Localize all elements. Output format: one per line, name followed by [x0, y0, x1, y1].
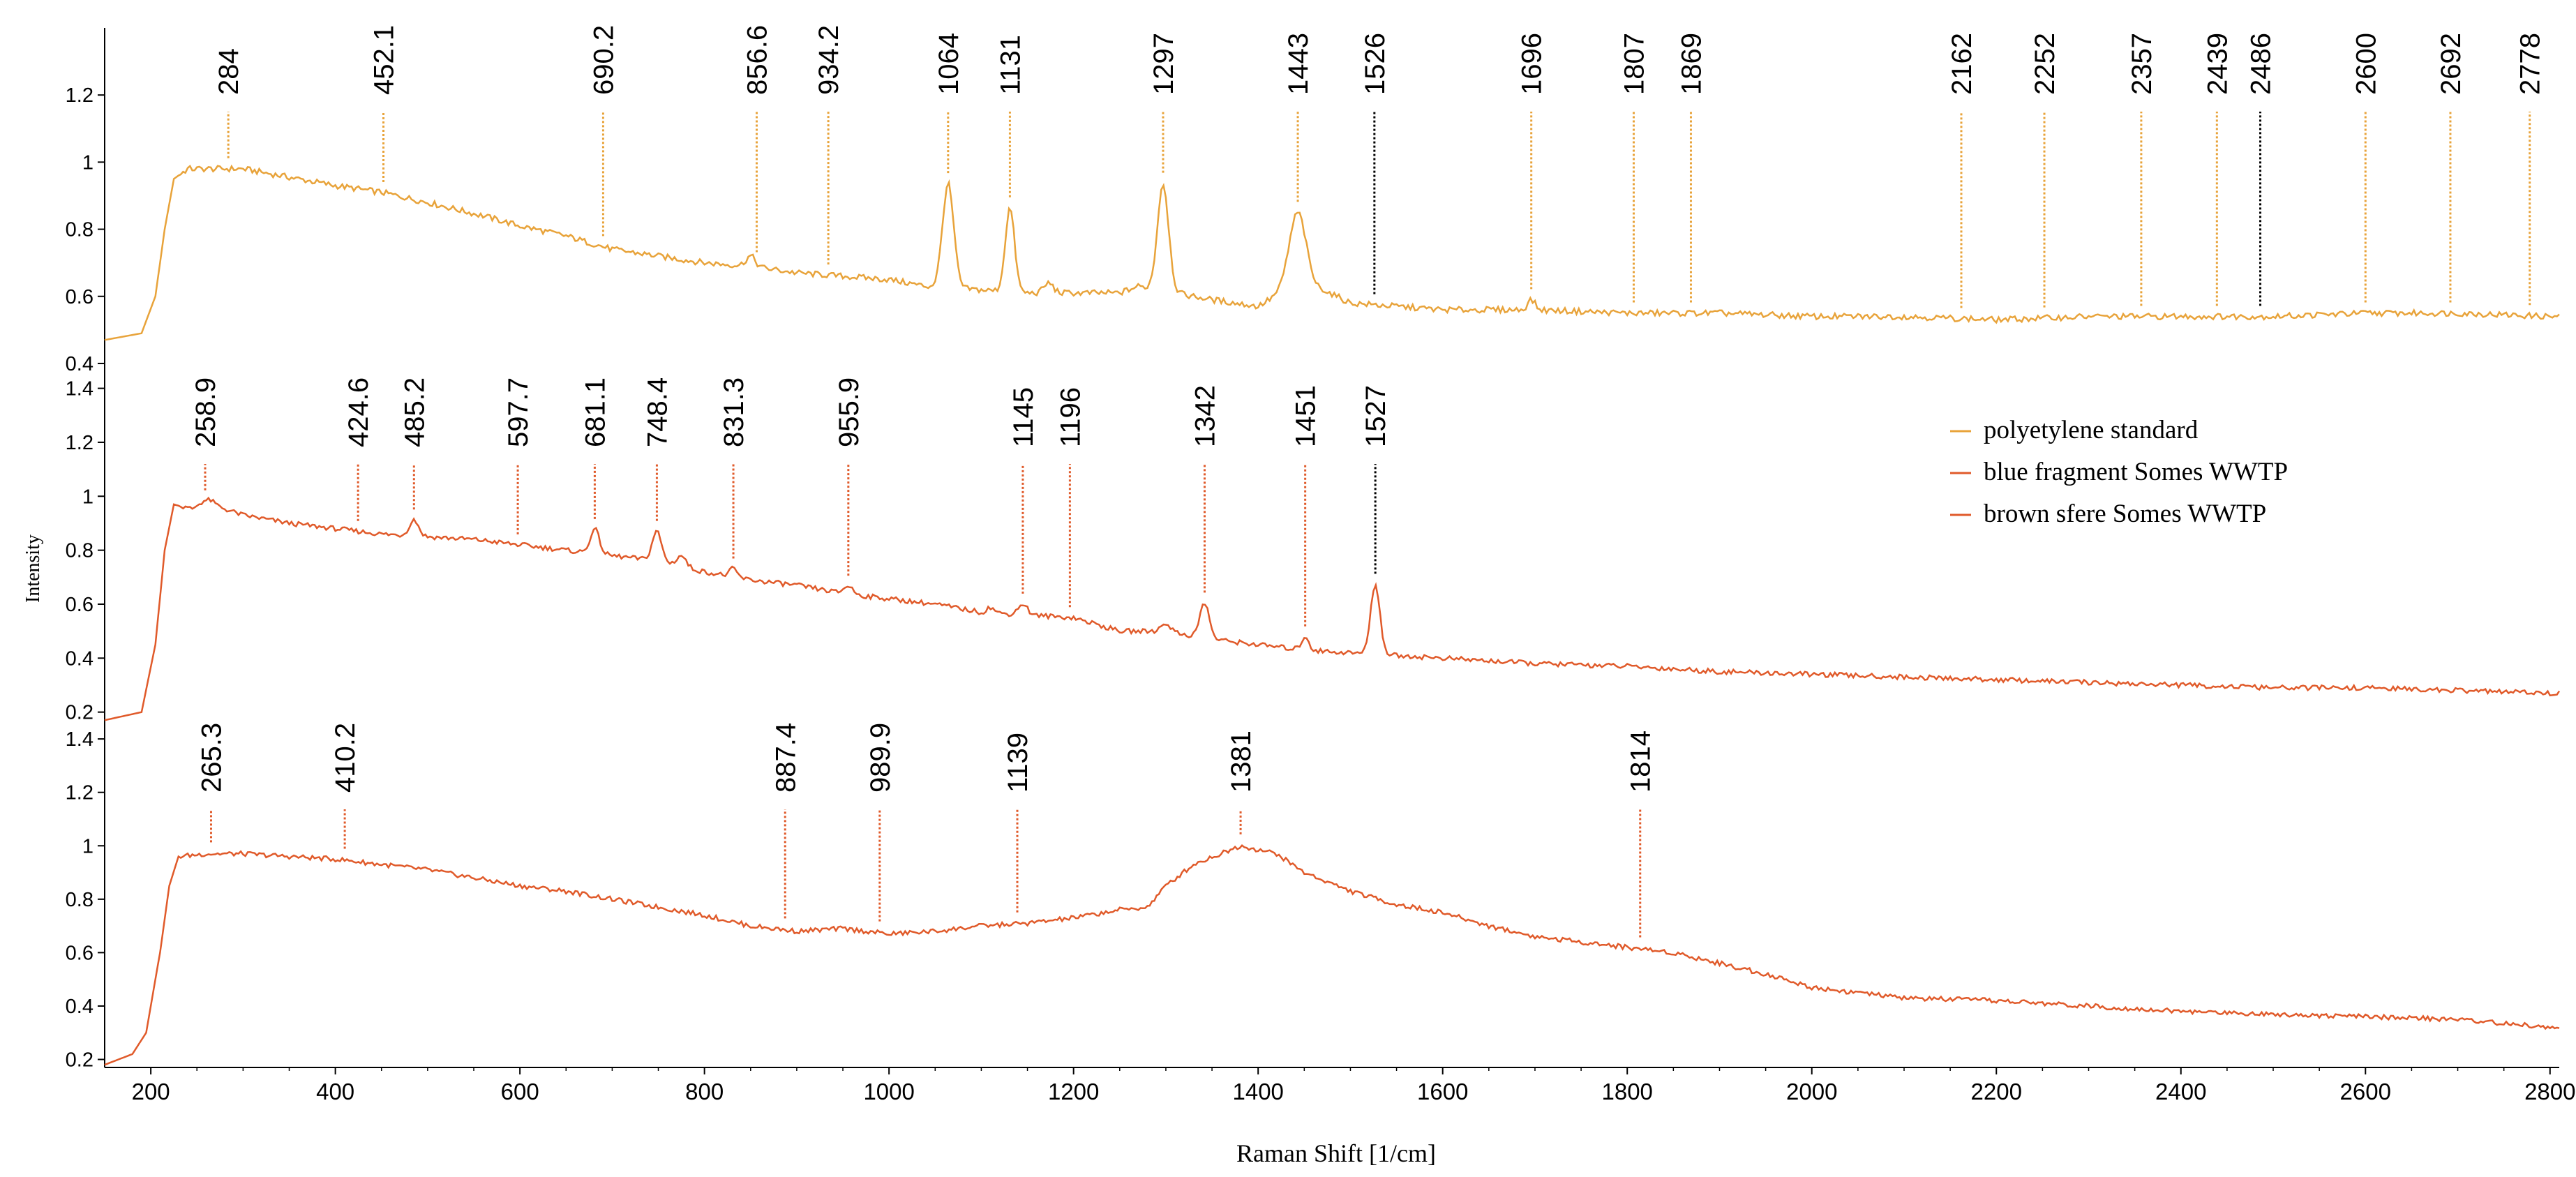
peak-label: 681.1: [580, 377, 611, 447]
peak-label: 1297: [1148, 33, 1179, 95]
series-line-1: [104, 496, 2561, 721]
y-tick-label: 0.6: [66, 594, 93, 616]
peak-label: 1443: [1283, 33, 1314, 95]
x-tick-label: 2400: [2155, 1079, 2206, 1104]
y-tick-label: 0.2: [66, 702, 93, 724]
y-tick-label: 0.8: [66, 219, 93, 241]
peak-label: 955.9: [834, 377, 864, 447]
peak-label: 1869: [1676, 33, 1707, 95]
peak-label: 2439: [2202, 33, 2233, 95]
x-tick-label: 1400: [1232, 1079, 1283, 1104]
peak-label: 1696: [1517, 33, 1548, 95]
y-tick-label: 0.2: [66, 1049, 93, 1072]
y-tick-label: 1.2: [66, 432, 93, 454]
peak-label: 748.4: [642, 377, 673, 447]
x-tick-label: 2200: [1971, 1079, 2022, 1104]
x-tick-label: 1600: [1417, 1079, 1468, 1104]
axes-layer: 200 400 600 800 1000 1200 1400 1600 1800 2000 2200…: [66, 28, 2575, 1104]
peak-label: 690.2: [588, 25, 619, 95]
y-tick-label: 1: [82, 486, 93, 508]
peak-label: 1381: [1226, 730, 1257, 793]
peak-labels-layer: 284 452.1 690.2 856.6 934.2 1064 1131 1297 1443 1…: [190, 25, 2546, 938]
peak-label: 410.2: [330, 723, 361, 793]
series-layer: [104, 164, 2561, 1066]
series-line-0: [104, 164, 2560, 341]
y-tick-label: 0.4: [66, 996, 93, 1018]
peak-label: 2600: [2351, 33, 2381, 95]
peak-label: 265.3: [196, 723, 227, 793]
peak-label: 452.1: [369, 25, 400, 95]
y-tick-label: 0.8: [66, 889, 93, 911]
x-tick-label: 600: [501, 1079, 539, 1104]
x-tick-label: 1200: [1048, 1079, 1099, 1104]
peak-label: 485.2: [399, 377, 430, 447]
y-tick-label: 0.6: [66, 286, 93, 308]
y-tick-label: 0.6: [66, 942, 93, 964]
peak-label: 1451: [1291, 385, 1321, 447]
x-axis-title: Raman Shift [1/cm]: [1236, 1139, 1436, 1167]
x-tick-label: 800: [685, 1079, 724, 1104]
legend-label: polyetylene standard: [1984, 416, 2199, 444]
peak-label: 1145: [1008, 387, 1039, 447]
peak-label: 1139: [1003, 733, 1033, 793]
y-tick-label: 1: [82, 151, 93, 174]
peak-label: 934.2: [814, 25, 844, 95]
x-tick-label: 1000: [863, 1079, 914, 1104]
peak-label: 856.6: [742, 25, 773, 95]
peak-label: 2357: [2127, 33, 2157, 95]
y-tick-label: 0.4: [66, 647, 93, 670]
peak-label: 1196: [1055, 387, 1086, 447]
peak-label: 1342: [1190, 385, 1220, 447]
legend-label: brown sfere Somes WWTP: [1984, 500, 2266, 528]
legend: polyetylene standard blue fragment Somes …: [1950, 416, 2288, 528]
y-tick-label: 1.2: [66, 782, 93, 804]
x-tick-label: 2600: [2340, 1079, 2391, 1104]
peak-label: 1131: [995, 35, 1026, 95]
peak-label: 989.9: [865, 723, 896, 793]
peak-label: 284: [214, 48, 244, 95]
peak-label: 2252: [2030, 33, 2060, 95]
peak-label: 831.3: [719, 377, 749, 447]
peak-label: 1064: [934, 33, 964, 95]
x-tick-label: 1800: [1602, 1079, 1653, 1104]
y-axis-title: Intensity: [22, 534, 44, 603]
x-tick-label: 2800: [2524, 1079, 2575, 1104]
x-tick-label: 400: [316, 1079, 354, 1104]
peak-label: 2162: [1947, 33, 1977, 95]
y-tick-label: 0.4: [66, 353, 93, 375]
peak-label: 2486: [2245, 33, 2276, 95]
y-tick-label: 0.8: [66, 540, 93, 562]
x-tick-label: 2000: [1786, 1079, 1837, 1104]
peak-label: 1526: [1360, 33, 1391, 95]
y-tick-label: 1.4: [66, 728, 93, 751]
series-line-2: [104, 844, 2560, 1066]
x-tick-label: 200: [132, 1079, 170, 1104]
legend-label: blue fragment Somes WWTP: [1984, 458, 2288, 486]
peak-label: 597.7: [503, 377, 534, 447]
peak-label: 2778: [2515, 33, 2546, 95]
peak-label: 1527: [1361, 385, 1391, 447]
peak-label: 1807: [1619, 33, 1649, 95]
y-tick-label: 1.2: [66, 84, 93, 107]
peak-label: 2692: [2436, 33, 2466, 95]
y-tick-label: 1.4: [66, 378, 93, 400]
y-tick-label: 1: [82, 835, 93, 857]
peak-label: 258.9: [190, 377, 221, 447]
peak-label: 887.4: [770, 723, 801, 793]
peak-label: 1814: [1626, 730, 1656, 793]
peak-label: 424.6: [343, 377, 374, 447]
